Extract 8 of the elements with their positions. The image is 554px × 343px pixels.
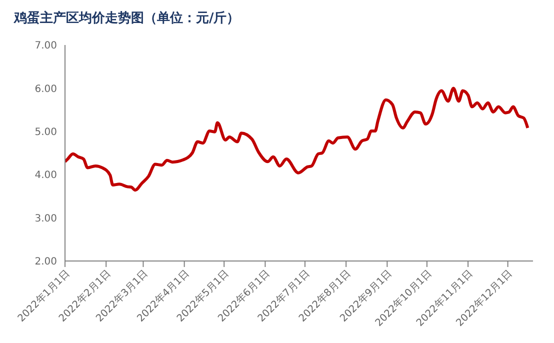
y-tick-label: 5.00 [34,126,57,138]
y-tick-label: 2.00 [34,256,57,268]
y-tick-label: 6.00 [34,84,57,95]
y-tick-label: 7.00 [34,40,57,52]
chart-title: 鸡蛋主产区均价走势图（单位：元/斤） [14,10,240,27]
y-tick-label: 3.00 [34,213,57,224]
line-series [65,86,530,192]
y-tick-label: 4.00 [34,170,57,182]
